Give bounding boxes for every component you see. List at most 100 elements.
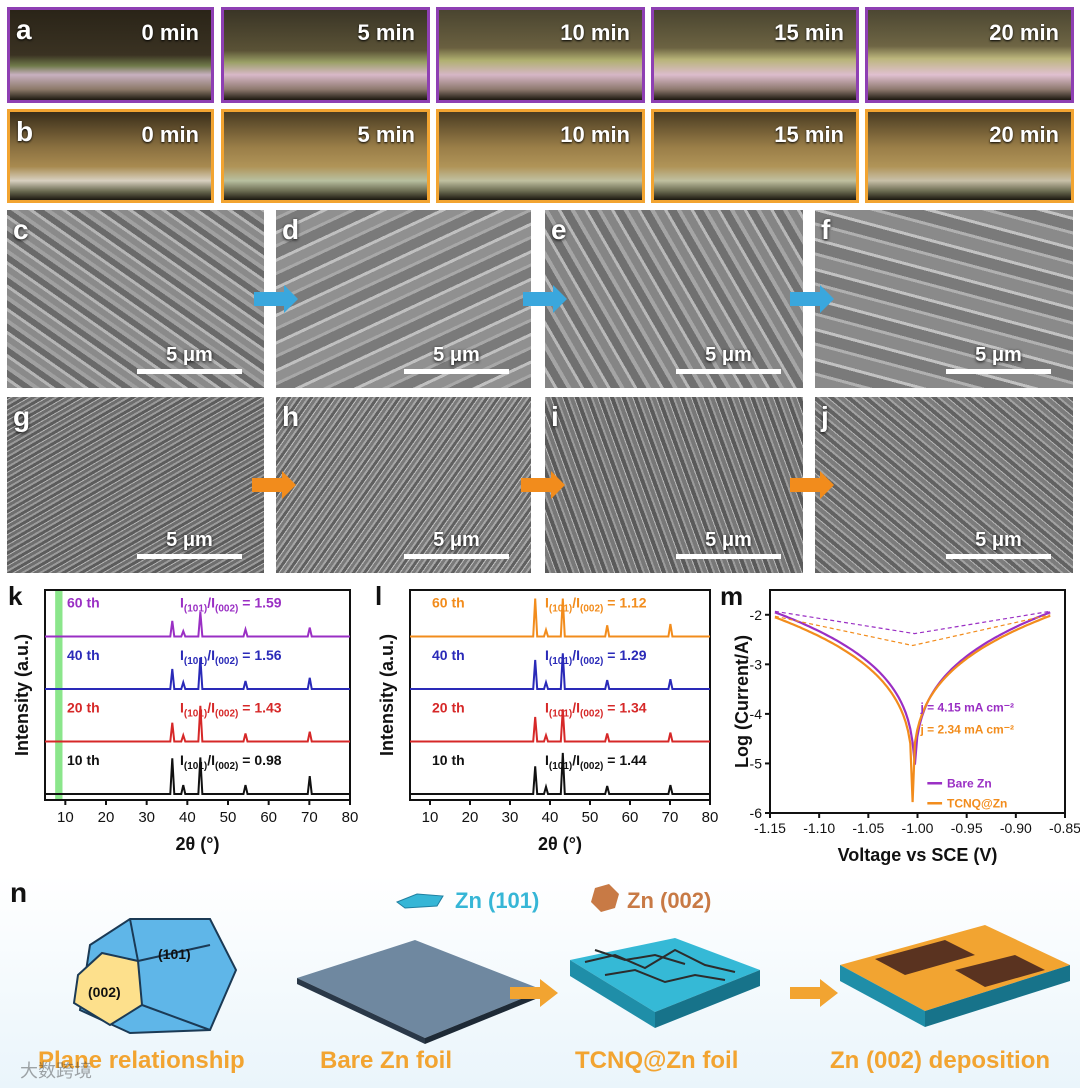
time-label: 0 min [141,20,199,45]
scale-bar: 5 μm [137,529,242,559]
series-label: 20 th [432,700,465,716]
plot-frame [44,589,351,801]
ratio-label: I(101)/I(002) = 1.34 [545,700,647,720]
time-label: 20 min [989,20,1059,45]
time-label: 5 min [357,20,415,45]
xrd-chart-l: l 60 th I(101)/I(002) = 1.12 40 th I(101)/I(… [375,581,718,854]
scale-bar-label: 5 μm [705,344,752,366]
panel-label-f: f [821,214,831,245]
facet-002-label: (002) [88,984,121,1000]
current-density-label: j = 4.15 mA cm⁻² [919,700,1014,714]
y-axis-label: Intensity (a.u.) [377,634,397,756]
crystal-icon: (101) (002) [72,918,238,1035]
ratio-label: I(101)/I(002) = 0.98 [180,752,282,772]
x-tick-label: -1.15 [754,820,786,836]
x-tick-label: 70 [301,809,318,826]
panel-label-a: a [16,14,32,45]
scale-bar-label: 5 μm [433,529,480,551]
y-tick-label: -2 [750,607,763,623]
polarization-curve [774,614,1051,803]
step-label-bare: Bare Zn foil [320,1047,453,1074]
facet-101-label: (101) [158,946,191,962]
panel-label-c: c [13,214,29,245]
x-tick-label: 10 [422,809,439,826]
ratio-label: I(101)/I(002) = 1.44 [545,752,647,772]
x-tick-label: 20 [462,809,479,826]
tafel-fit-line [774,610,1051,635]
tafel-fit-line [774,614,1051,647]
panel-label-h: h [282,401,300,432]
y-axis-label: Log (Current/A) [732,635,752,768]
time-label: 0 min [141,122,199,147]
panel-label-d: d [282,214,300,245]
x-tick-label: 70 [662,809,679,826]
sem-i: i 5 μm [545,397,803,573]
xrd-chart-k: k 60 th I(101)/I(002) = 1.59 40 th I(101)/I(… [8,581,359,854]
panel-label-b: b [16,116,34,147]
scale-bar: 5 μm [946,529,1051,559]
panel-label-k: k [8,581,23,611]
sem-h: h 5 μm [276,397,531,573]
step-label-tcnq: TCNQ@Zn foil [575,1047,739,1074]
panel-label-g: g [13,401,31,432]
sem-g: g 5 μm [7,397,264,573]
bare-foil-icon [297,940,543,1044]
y-tick-label: -3 [750,656,763,672]
time-label: 15 min [774,20,844,45]
x-tick-label: -1.10 [803,820,835,836]
deposition-icon [840,925,1070,1027]
watermark: 大数跨境 [20,1061,92,1082]
scale-bar-label: 5 μm [975,529,1022,551]
y-tick-label: -5 [750,755,763,771]
series-line [410,752,710,795]
x-tick-label: 40 [179,809,196,826]
sem-j: j 5 μm [815,397,1073,573]
series-label: 20 th [67,700,100,716]
x-tick-label: 80 [342,809,359,826]
sem-e: e 5 μm [545,210,803,388]
optical-a-20: 20 min [865,7,1074,103]
x-tick-label: -1.05 [852,820,884,836]
panel-label-j: j [821,401,829,432]
time-label: 10 min [560,20,630,45]
x-axis-label: 2θ (°) [176,834,220,854]
step-label-plane: Plane relationship [38,1047,245,1074]
panel-label-i: i [551,401,559,432]
zn002-legend-icon [591,884,619,912]
scale-bar-label: 5 μm [166,344,213,366]
scale-bar: 5 μm [404,529,509,559]
series-line [410,598,710,638]
schematic-legend: Zn (101) Zn (002) [395,884,711,913]
step-label-deposition: Zn (002) deposition [830,1047,1051,1074]
x-tick-label: -0.95 [951,820,983,836]
scale-bar-label: 5 μm [975,344,1022,366]
panel-label-e: e [551,214,567,245]
series-line [410,653,710,690]
series-label: 40 th [432,647,465,663]
ratio-label: I(101)/I(002) = 1.29 [545,647,647,667]
ratio-label: I(101)/I(002) = 1.59 [180,595,282,615]
scale-bar: 5 μm [676,529,781,559]
y-axis-label: Intensity (a.u.) [12,634,32,756]
x-tick-label: 60 [260,809,277,826]
x-tick-label: -1.00 [902,820,934,836]
series-line [45,657,350,690]
legend-label: TCNQ@Zn [947,796,1007,810]
process-arrow-icon [790,979,838,1007]
series-line [45,611,350,638]
optical-b-20: 20 min [865,109,1074,203]
scale-bar-label: 5 μm [433,344,480,366]
optical-b-10: 10 min [436,109,645,203]
plot-frame [409,589,711,801]
optical-a-15: 15 min [651,7,859,103]
sem-d: d 5 μm [276,210,531,388]
x-tick-label: 30 [138,809,155,826]
scale-bar: 5 μm [676,344,781,374]
ratio-label: I(101)/I(002) = 1.56 [180,647,282,667]
sem-f: f 5 μm [815,210,1073,388]
legend-label: Bare Zn [947,776,992,790]
series-label: 40 th [67,647,100,663]
series-label: 60 th [67,595,100,611]
ratio-label: I(101)/I(002) = 1.43 [180,700,282,720]
series-label: 10 th [432,752,465,768]
